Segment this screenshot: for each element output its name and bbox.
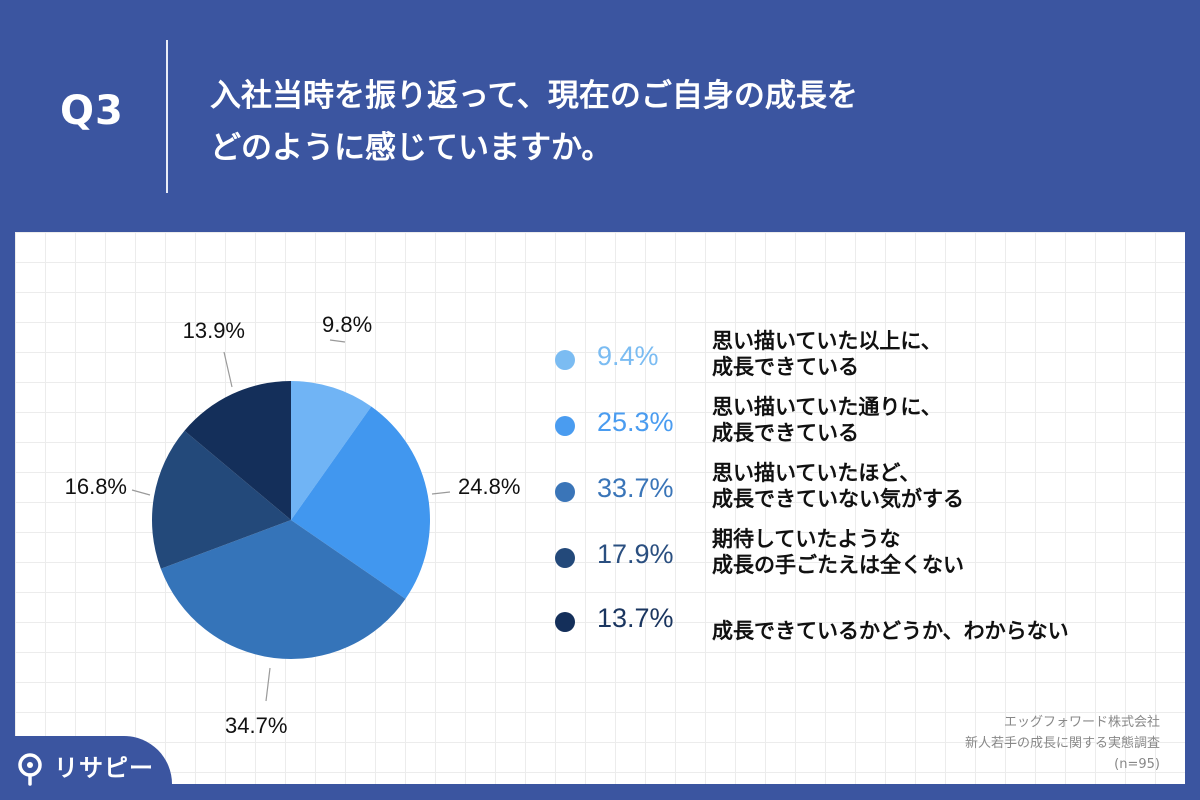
legend-swatch [555, 482, 575, 502]
slice-label-3: 34.7% [225, 713, 287, 738]
source-company: エッグフォワード株式会社 [1003, 715, 1160, 730]
question-number: Q3 [60, 88, 124, 134]
slice-label-4: 16.8% [65, 474, 127, 499]
leader-line-5 [223, 351, 233, 388]
legend-percentage: 9.4% [597, 341, 659, 371]
legend-label: 期待していたような 成長の手ごたえは全くない [712, 526, 964, 578]
legend-item: 33.7% 思い描いていたほど、 成長できていない気がする [555, 461, 1175, 530]
search-pin-icon [18, 753, 42, 786]
header-divider [166, 40, 168, 193]
legend-item: 25.3% 思い描いていた通りに、 成長できている [555, 395, 1175, 464]
legend-label-line-2: 成長できていない気がする [712, 487, 964, 511]
legend-label-line-1: 思い描いていた以上に、 [712, 329, 942, 353]
pie-slice-5 [184, 381, 291, 520]
slice-label-2: 24.8% [458, 474, 520, 499]
legend-swatch [555, 548, 575, 568]
pie-slice-3 [160, 520, 406, 660]
legend-swatch [555, 350, 575, 370]
legend-label-line-1: 思い描いていたほど、 [712, 461, 921, 485]
brand-name: リサピー [54, 754, 154, 782]
header: Q3 入社当時を振り返って、現在のご自身の成長を どのように感じていますか。 [0, 0, 1200, 232]
pie-slice-1 [291, 381, 372, 520]
legend-label: 成長できているかどうか、わからない [712, 618, 1069, 644]
leader-line-2 [431, 491, 451, 495]
legend-item: 13.7% 成長できているかどうか、わからない [555, 600, 1175, 660]
legend-label: 思い描いていたほど、 成長できていない気がする [712, 460, 964, 512]
brand-badge: リサピー [0, 736, 172, 800]
legend-label-line-1: 期待していたような [712, 527, 901, 551]
legend-label-line-1: 思い描いていた通りに、 [712, 395, 942, 419]
source-survey: 新人若手の成長に関する実態調査 [964, 736, 1160, 751]
source-note: エッグフォワード株式会社 新人若手の成長に関する実態調査 (n=95) [965, 712, 1160, 775]
legend-label-line-2: 成長できている [712, 355, 859, 379]
legend-label-line-2: 成長の手ごたえは全くない [712, 553, 964, 577]
leader-line-3 [265, 667, 271, 702]
pie-slice-2 [291, 406, 430, 599]
leader-line-4 [131, 489, 151, 496]
slice-label-5: 13.9% [183, 318, 245, 343]
legend-percentage: 25.3% [597, 407, 674, 437]
leader-line-1 [329, 339, 346, 343]
question-line-2: どのように感じていますか。 [210, 130, 613, 166]
question-text: 入社当時を振り返って、現在のご自身の成長を どのように感じていますか。 [210, 70, 1090, 174]
legend-label: 思い描いていた通りに、 成長できている [712, 394, 942, 446]
legend-swatch [555, 612, 575, 632]
pie-slice-4 [152, 430, 291, 569]
question-line-1: 入社当時を振り返って、現在のご自身の成長を [210, 78, 858, 114]
legend-swatch [555, 416, 575, 436]
legend-percentage: 13.7% [597, 603, 674, 633]
legend-percentage: 33.7% [597, 473, 674, 503]
legend-item: 17.9% 期待していたような 成長の手ごたえは全くない [555, 527, 1175, 596]
legend-item: 9.4% 思い描いていた以上に、 成長できている [555, 329, 1175, 398]
legend-label-line-1: 成長できているかどうか、わからない [712, 619, 1069, 643]
source-n: (n=95) [1114, 757, 1160, 772]
slice-label-1: 9.8% [322, 312, 372, 337]
legend-percentage: 17.9% [597, 539, 674, 569]
legend-label: 思い描いていた以上に、 成長できている [712, 328, 942, 380]
legend-label-line-2: 成長できている [712, 421, 859, 445]
